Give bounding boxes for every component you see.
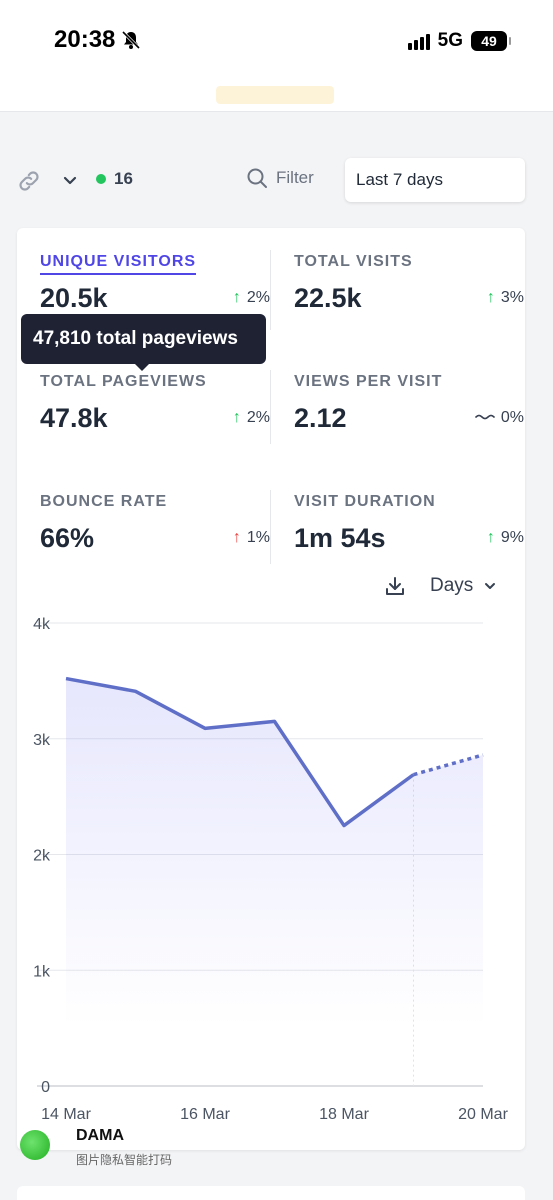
metric-change-value: 9% — [500, 529, 524, 546]
x-tick-label: 14 Mar — [41, 1106, 91, 1123]
header-banner — [216, 86, 334, 104]
metric-change: ↑ 3% — [487, 289, 524, 307]
metric-change-value: 3% — [500, 289, 524, 306]
x-tick-label: 20 Mar — [458, 1106, 508, 1123]
interval-label: Days — [430, 575, 474, 596]
metric-views-per-visit[interactable]: VIEWS PER VISIT 2.12 0% — [294, 373, 524, 453]
metric-label: UNIQUE VISITORS — [40, 253, 197, 275]
metric-value: 47.8k — [40, 403, 108, 433]
series-line-incomplete — [413, 753, 484, 777]
metric-value: 2.12 — [294, 403, 347, 433]
metric-label: VIEWS PER VISIT — [294, 373, 443, 390]
metric-label: TOTAL PAGEVIEWS — [40, 373, 207, 390]
bell-muted-icon — [122, 30, 141, 50]
stats-card: UNIQUE VISITORS 20.5k ↑ 2% TOTAL VISITS … — [17, 228, 525, 1150]
metric-change: ↑ 1% — [233, 529, 270, 547]
metric-change: ↑ 9% — [487, 529, 524, 547]
metric-value: 20.5k — [40, 283, 108, 313]
battery-level: 49 — [481, 33, 497, 49]
arrow-up-icon: ↑ — [486, 289, 495, 306]
battery-icon: 49 — [471, 31, 511, 51]
wave-flat-icon — [475, 414, 495, 420]
chevron-down-icon — [485, 583, 496, 589]
metric-change: ↑ 2% — [233, 409, 270, 427]
metric-change-value: 1% — [246, 529, 270, 546]
grid-lines — [37, 622, 483, 1087]
next-card — [17, 1186, 525, 1200]
network-type: 5G — [437, 30, 463, 51]
metric-label: BOUNCE RATE — [40, 493, 168, 510]
metric-change: 0% — [475, 409, 524, 427]
metric-unique-visitors[interactable]: UNIQUE VISITORS 20.5k ↑ 2% — [40, 253, 270, 333]
period-select[interactable]: Last 7 days — [345, 158, 525, 202]
divider — [270, 250, 271, 330]
y-tick-label: 3k — [33, 732, 51, 749]
filter-button[interactable]: Filter — [246, 167, 314, 189]
signal-icon — [407, 32, 430, 50]
y-axis-ticks: 0 1k 2k 3k 4k — [33, 616, 51, 1096]
filter-label: Filter — [276, 168, 314, 187]
y-tick-label: 4k — [33, 616, 51, 633]
status-bar: 20:38 5G 49 — [0, 0, 553, 80]
x-tick-label: 18 Mar — [319, 1106, 369, 1123]
y-tick-label: 0 — [41, 1079, 50, 1096]
metric-change-value: 0% — [500, 409, 524, 426]
divider — [270, 370, 271, 444]
metric-total-visits[interactable]: TOTAL VISITS 22.5k ↑ 3% — [294, 253, 524, 333]
chart-lines — [65, 676, 484, 828]
arrow-up-icon: ↑ — [232, 529, 241, 546]
interval-select[interactable]: Days — [430, 575, 497, 597]
online-count: 16 — [114, 169, 133, 188]
pageviews-chart[interactable]: 0 1k 2k 3k 4k 14 Mar 16 Mar 18 Mar 20 Mar — [17, 228, 525, 1150]
arrow-up-icon: ↑ — [232, 409, 241, 426]
toolbar: 16 Filter Last 7 days — [0, 150, 553, 210]
status-time: 20:38 — [54, 26, 141, 54]
header-strip — [0, 80, 553, 112]
link-icon[interactable] — [16, 168, 42, 194]
area-fill — [66, 678, 483, 1026]
series-line — [65, 676, 415, 828]
metric-value: 66% — [40, 523, 95, 553]
online-dot-icon — [96, 174, 106, 184]
watermark-title: DAMA — [76, 1127, 124, 1144]
metric-value: 1m 54s — [294, 523, 386, 553]
metric-change-value: 2% — [246, 289, 270, 306]
watermark-subtitle: 图片隐私智能打码 — [76, 1153, 173, 1167]
chevron-down-icon[interactable] — [60, 170, 80, 190]
arrow-up-icon: ↑ — [486, 529, 495, 546]
current-visitors[interactable]: 16 — [96, 169, 133, 189]
time-text: 20:38 — [54, 26, 116, 53]
status-right: 5G 49 — [407, 30, 511, 52]
x-tick-label: 16 Mar — [180, 1106, 230, 1123]
metric-change: ↑ 2% — [233, 289, 270, 307]
period-label: Last 7 days — [356, 170, 443, 189]
metric-label: TOTAL VISITS — [294, 253, 413, 270]
download-icon[interactable] — [384, 575, 406, 597]
tooltip-text: 47,810 total pageviews — [33, 328, 238, 349]
x-axis-ticks: 14 Mar 16 Mar 18 Mar 20 Mar — [41, 1106, 508, 1123]
search-icon — [247, 168, 267, 188]
chart-area — [66, 678, 483, 1026]
pageviews-tooltip: 47,810 total pageviews — [21, 314, 266, 371]
chart-controls: Days — [384, 575, 497, 597]
y-tick-label: 1k — [33, 963, 51, 980]
arrow-up-icon: ↑ — [232, 289, 241, 306]
metric-change-value: 2% — [246, 409, 270, 426]
metric-visit-duration[interactable]: VISIT DURATION 1m 54s ↑ 9% — [294, 493, 524, 573]
metric-bounce-rate[interactable]: BOUNCE RATE 66% ↑ 1% — [40, 493, 270, 573]
divider — [270, 490, 271, 564]
metric-total-pageviews[interactable]: TOTAL PAGEVIEWS 47.8k ↑ 2% — [40, 373, 270, 453]
metric-label: VISIT DURATION — [294, 493, 436, 510]
y-tick-label: 2k — [33, 848, 51, 865]
watermark-logo-icon — [20, 1130, 50, 1160]
metric-value: 22.5k — [294, 283, 362, 313]
